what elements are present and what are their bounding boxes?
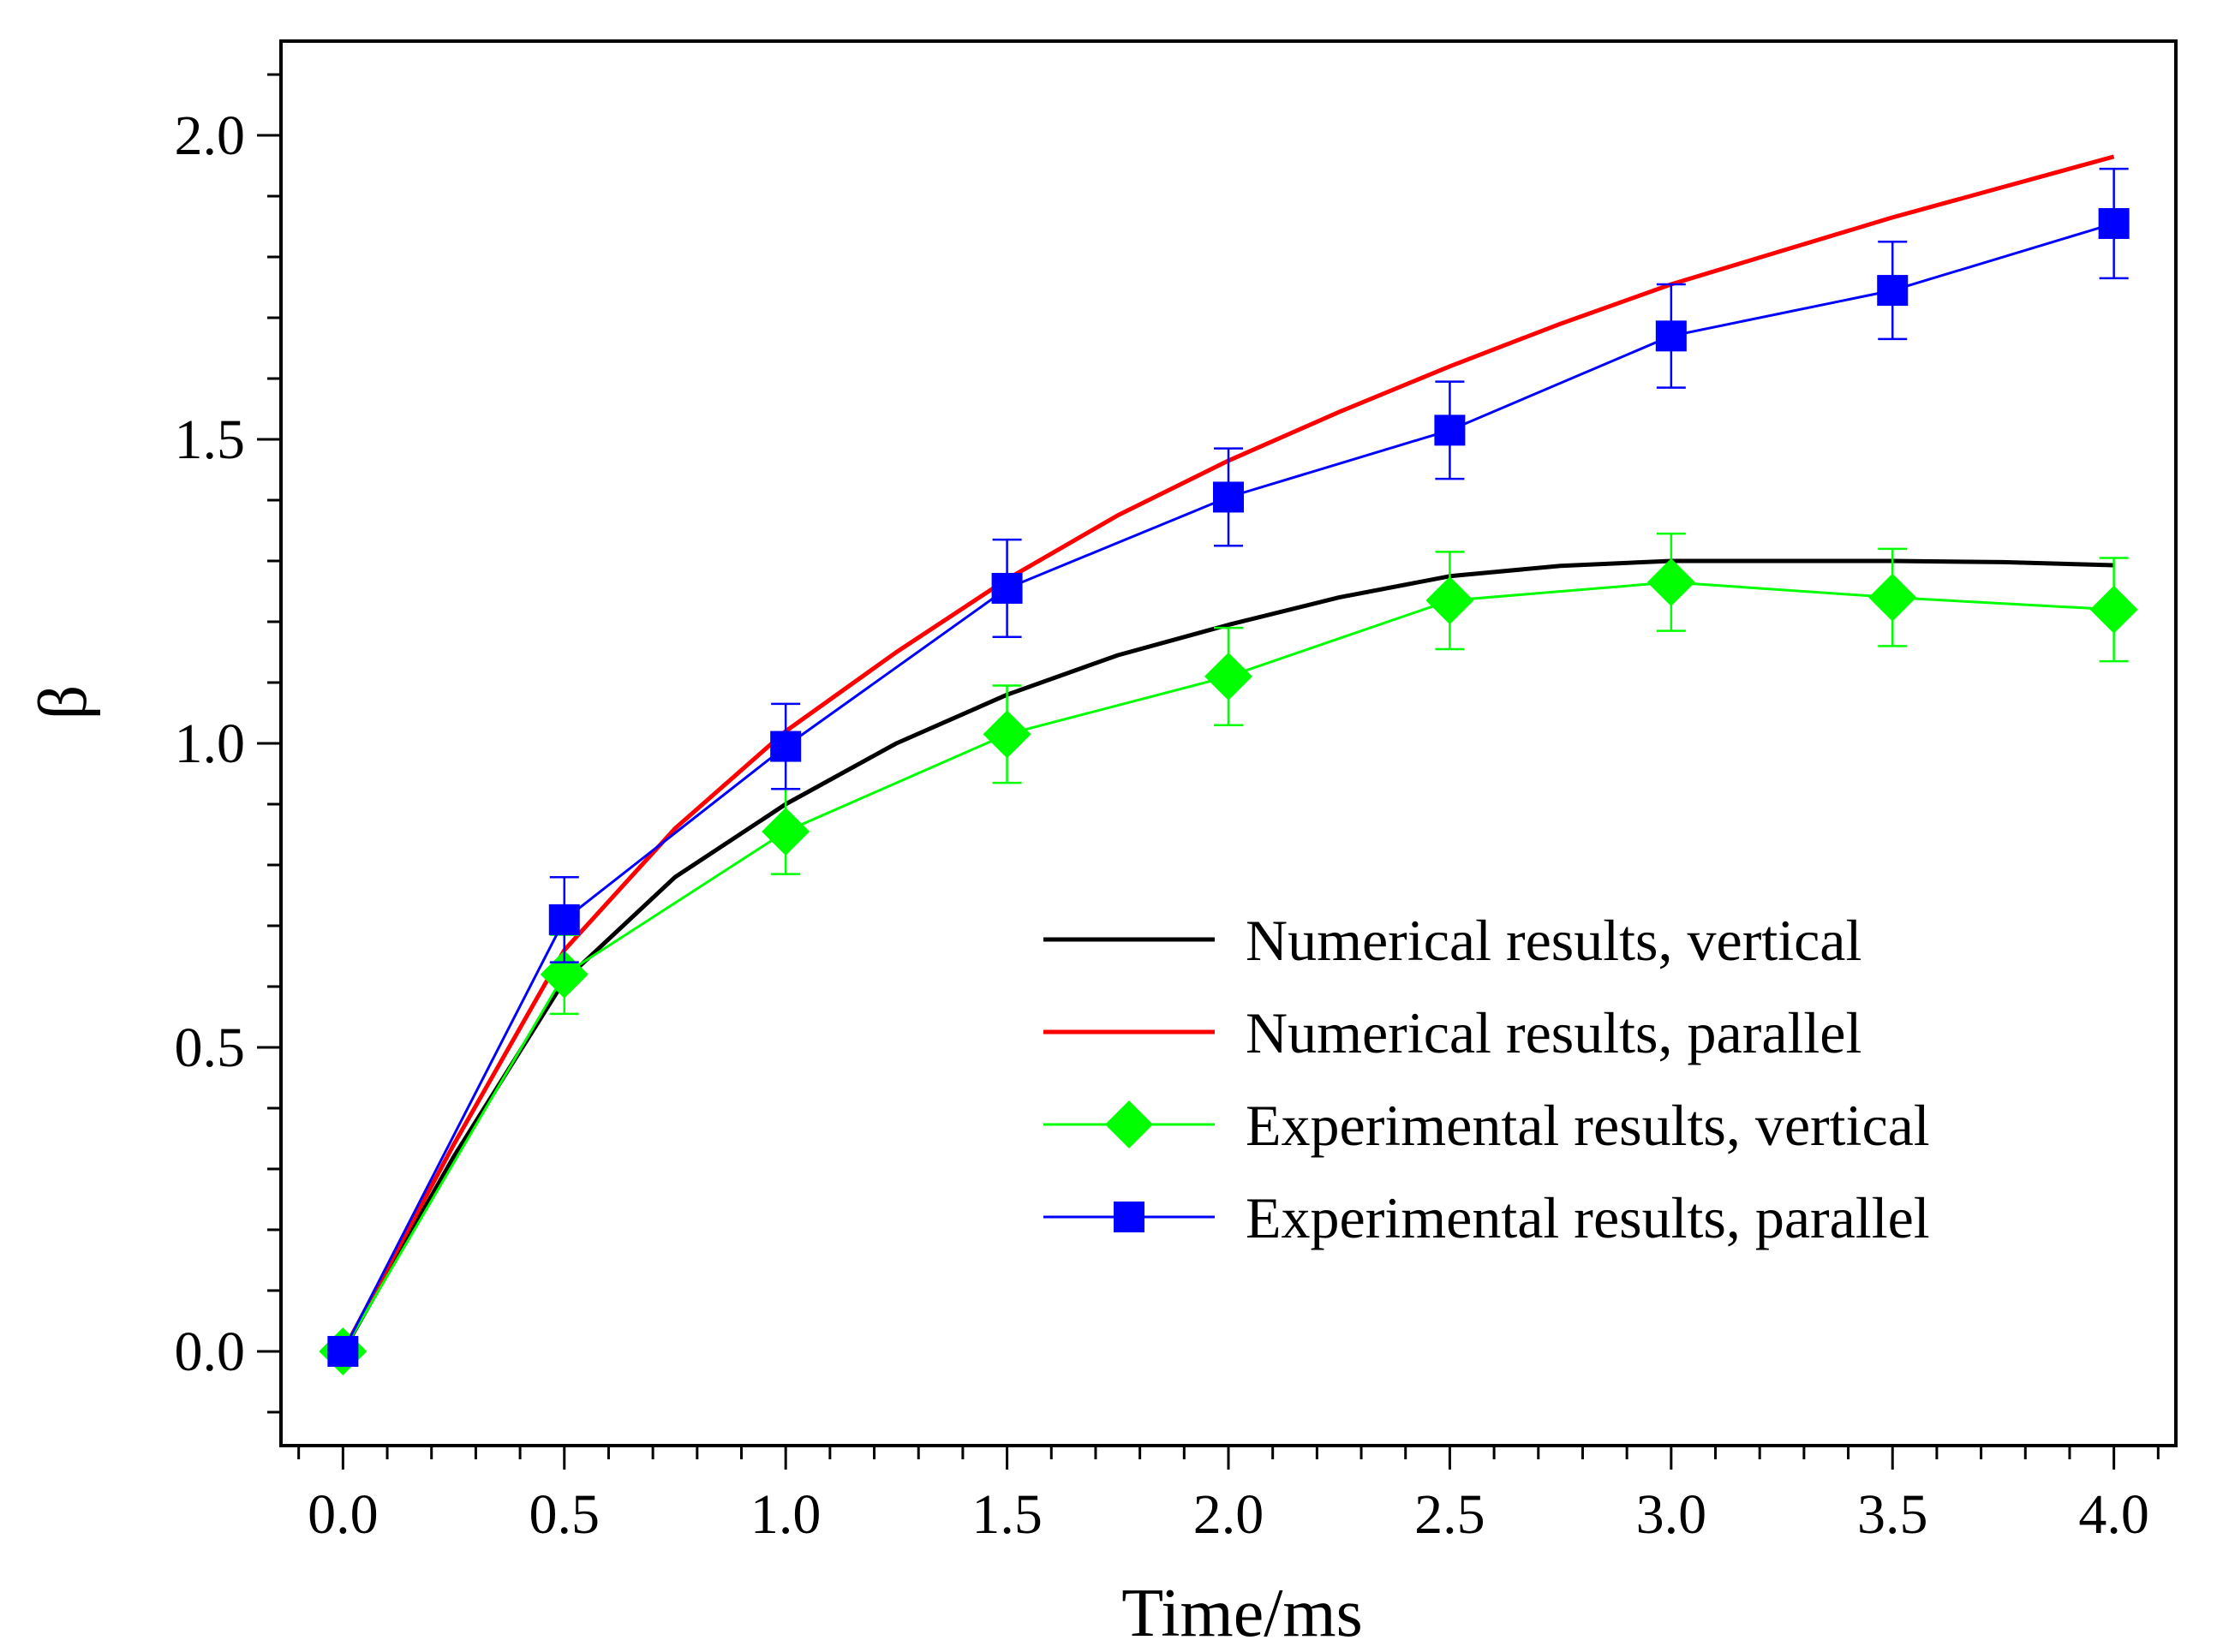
data-point-diamond: [762, 807, 810, 856]
data-point-diamond: [1646, 558, 1695, 606]
legend-label: Numerical results, parallel: [1246, 1000, 1861, 1065]
data-point-square: [1877, 275, 1909, 307]
x-tick-label: 2.5: [1414, 1483, 1485, 1546]
data-point-diamond: [983, 710, 1031, 759]
y-tick-label: 0.0: [175, 1321, 246, 1383]
data-point-square: [327, 1335, 359, 1367]
x-axis-title: Time/ms: [1121, 1576, 1363, 1651]
legend: Numerical results, vertical Numerical res…: [1043, 908, 1930, 1250]
legend-label: Numerical results, vertical: [1246, 908, 1861, 973]
series-4: [327, 167, 2130, 1367]
data-point-square: [2098, 207, 2130, 239]
series-line: [341, 558, 2114, 1353]
x-tick-label: 4.0: [2078, 1483, 2149, 1546]
y-tick-label: 0.5: [175, 1017, 246, 1079]
data-point-square: [1655, 320, 1687, 352]
y-tick-label: 2.0: [175, 104, 246, 167]
legend-item: Numerical results, vertical: [1043, 908, 1861, 973]
data-point-diamond: [1204, 652, 1252, 701]
y-tick-label: 1.0: [175, 713, 246, 775]
x-tick-label: 1.5: [971, 1483, 1043, 1546]
data-point-square: [770, 731, 802, 762]
x-tick-label: 0.0: [308, 1483, 379, 1546]
data-point-diamond: [2089, 585, 2138, 634]
x-tick-label: 3.5: [1857, 1483, 1928, 1546]
y-axis-title: β: [26, 685, 101, 720]
data-point-square: [1213, 481, 1244, 513]
series-3: [319, 532, 2138, 1375]
legend-item: Experimental results, parallel: [1043, 1185, 1930, 1250]
data-point-diamond: [1425, 576, 1474, 625]
x-tick-label: 3.0: [1636, 1483, 1707, 1546]
x-tick-label: 2.0: [1193, 1483, 1264, 1546]
data-point-square: [991, 572, 1023, 604]
legend-label: Experimental results, parallel: [1246, 1185, 1930, 1250]
legend-item: Numerical results, parallel: [1043, 1000, 1861, 1065]
x-tick-label: 0.5: [529, 1483, 601, 1546]
legend-marker-diamond: [1105, 1100, 1153, 1148]
axes-layer: 0.0 0.5 1.0 1.5 2.0 2.5 3.0 3.5 4.0 0.0 0.5 1.0 1.5 2…: [175, 39, 2178, 1546]
x-tick-label: 1.0: [750, 1483, 822, 1546]
data-point-square: [1434, 414, 1466, 446]
y-tick-label: 1.5: [175, 409, 246, 471]
legend-item: Experimental results, vertical: [1043, 1093, 1930, 1158]
legend-label: Experimental results, vertical: [1246, 1093, 1930, 1158]
legend-marker-square: [1114, 1202, 1144, 1232]
data-point-square: [548, 904, 580, 935]
data-point-diamond: [1868, 573, 1917, 622]
series-layer: [319, 154, 2138, 1375]
series-1: [341, 558, 2114, 1353]
